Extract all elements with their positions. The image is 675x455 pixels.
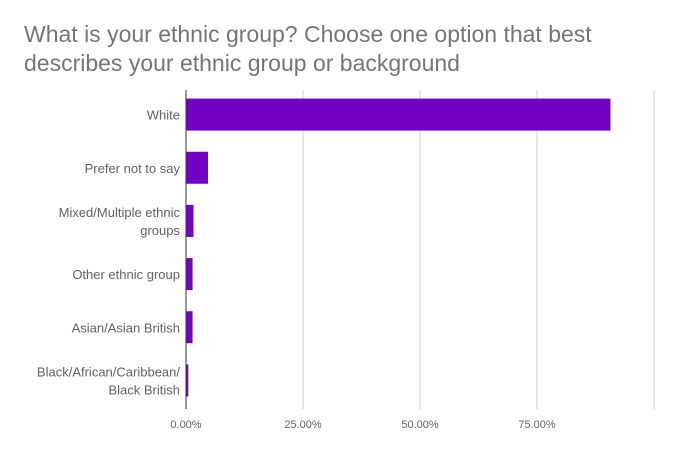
- bar: [186, 98, 611, 131]
- x-tick-label: 50.00%: [401, 419, 439, 431]
- category-label: Black/African/Caribbean/Black British: [37, 364, 180, 397]
- category-label: Mixed/Multiple ethnic groups: [59, 205, 181, 238]
- bars: [186, 98, 611, 397]
- x-tick-label: 75.00%: [518, 419, 556, 431]
- gridlines: [302, 90, 655, 409]
- bar: [186, 364, 189, 397]
- category-label: White: [147, 108, 180, 123]
- bar: [186, 151, 208, 184]
- category-label: Other ethnic group: [72, 267, 180, 282]
- bar: [186, 204, 194, 237]
- category-label: Prefer not to say: [85, 161, 181, 176]
- bar: [186, 258, 193, 291]
- x-tick-label: 25.00%: [284, 419, 322, 431]
- x-tick-label: 0.00%: [170, 419, 201, 431]
- category-label: Asian/Asian British: [72, 320, 180, 335]
- tick-labels: 0.00% 25.00% 50.00% 75.00%: [170, 419, 555, 431]
- bar: [186, 311, 193, 344]
- category-labels: White Prefer not to say Mixed/Multiple eth…: [37, 108, 181, 398]
- chart-title: What is your ethnic group? Choose one op…: [24, 21, 592, 76]
